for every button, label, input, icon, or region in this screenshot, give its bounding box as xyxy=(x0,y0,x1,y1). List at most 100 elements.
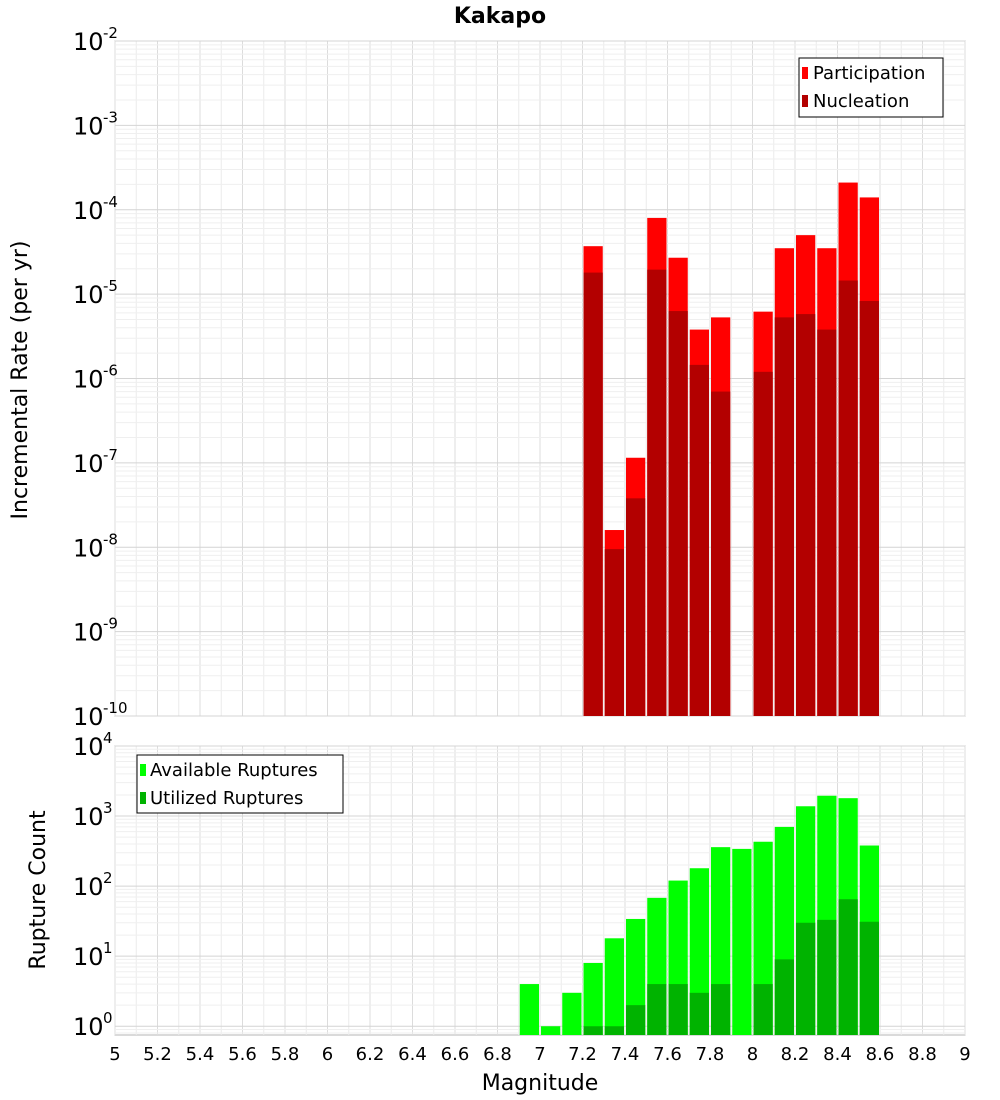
x-tick-label: 6.4 xyxy=(398,1044,427,1065)
count-y-tick-exponent: 1 xyxy=(103,939,113,957)
rate-y-tick-base: 10 xyxy=(73,703,104,731)
x-tick-label: 5 xyxy=(109,1044,120,1065)
chart-title: Kakapo xyxy=(454,4,546,29)
x-tick-label: 7 xyxy=(534,1044,545,1065)
x-tick-label: 7.4 xyxy=(611,1044,640,1065)
count-bar-available-ruptures xyxy=(583,962,603,1035)
rate-legend: Participation Nucleation xyxy=(798,57,944,118)
available-legend-label: Available Ruptures xyxy=(150,760,318,781)
count-bar-utilized-ruptures xyxy=(647,984,667,1035)
x-tick-label: 5.8 xyxy=(271,1044,300,1065)
rate-y-tick-base: 10 xyxy=(73,197,104,225)
count-bar-utilized-ruptures xyxy=(796,922,816,1035)
count-y-tick-exponent: 2 xyxy=(103,869,113,887)
count-y-tick-base: 10 xyxy=(73,943,104,971)
x-tick-label: 6 xyxy=(322,1044,333,1065)
x-tick-label: 8 xyxy=(747,1044,758,1065)
x-tick-label: 6.8 xyxy=(483,1044,512,1065)
count-bar-utilized-ruptures xyxy=(668,984,688,1035)
x-axis-label: Magnitude xyxy=(482,1071,599,1096)
x-tick-label: 5.2 xyxy=(143,1044,172,1065)
count-bar-utilized-ruptures xyxy=(753,984,773,1035)
available-legend-swatch xyxy=(140,764,146,776)
count-bar-available-ruptures xyxy=(562,992,582,1035)
count-bar-available-ruptures xyxy=(519,984,539,1035)
count-y-tick-exponent: 0 xyxy=(103,1009,113,1027)
rate-y-tick-base: 10 xyxy=(73,281,104,309)
x-tick-label: 5.6 xyxy=(228,1044,257,1065)
rate-y-tick-exponent: -8 xyxy=(103,530,118,548)
count-y-tick-exponent: 3 xyxy=(103,799,113,817)
rate-panel: 10-210-310-410-510-610-710-810-910-10 In… xyxy=(8,24,966,731)
rate-y-tick-base: 10 xyxy=(73,619,104,647)
count-y-tick-exponent: 4 xyxy=(103,729,113,747)
rate-bar-nucleation xyxy=(689,364,709,716)
rate-bar-nucleation xyxy=(753,371,773,716)
rate-legend-box xyxy=(798,57,944,118)
nucleation-legend-label: Nucleation xyxy=(813,91,909,112)
utilized-legend-label: Utilized Ruptures xyxy=(150,788,303,809)
rate-bar-nucleation xyxy=(604,549,624,716)
x-tick-label: 8.6 xyxy=(866,1044,895,1065)
rate-y-tick-exponent: -7 xyxy=(103,446,118,464)
rate-gridlines xyxy=(114,40,966,717)
count-bar-available-ruptures xyxy=(732,848,752,1035)
participation-legend-label: Participation xyxy=(813,63,925,84)
rate-bar-nucleation xyxy=(796,314,816,716)
count-bar-utilized-ruptures xyxy=(838,899,858,1035)
count-legend: Available Ruptures Utilized Ruptures xyxy=(136,754,344,814)
count-bar-available-ruptures xyxy=(541,1026,561,1035)
rate-y-tick-exponent: -3 xyxy=(103,108,118,126)
rate-y-tick-base: 10 xyxy=(73,366,104,394)
rate-y-tick-base: 10 xyxy=(73,450,104,478)
count-bar-utilized-ruptures xyxy=(604,1026,624,1035)
participation-legend-swatch xyxy=(802,67,808,79)
x-tick-label: 8.8 xyxy=(908,1044,937,1065)
count-y-tick-base: 10 xyxy=(73,803,104,831)
count-bar-utilized-ruptures xyxy=(774,959,794,1035)
count-bar-utilized-ruptures xyxy=(859,921,879,1035)
rate-bar-nucleation xyxy=(626,498,646,716)
count-bar-utilized-ruptures xyxy=(583,1026,603,1035)
count-y-tick-base: 10 xyxy=(73,873,104,901)
rate-bar-nucleation xyxy=(838,280,858,716)
rate-y-tick-base: 10 xyxy=(73,534,104,562)
x-tick-label: 7.2 xyxy=(568,1044,597,1065)
rate-y-tick-exponent: -9 xyxy=(103,615,118,633)
rate-y-axis-label: Incremental Rate (per yr) xyxy=(8,241,33,520)
rate-bar-nucleation xyxy=(711,391,731,716)
count-y-axis-label: Rupture Count xyxy=(26,810,51,970)
count-bar-utilized-ruptures xyxy=(817,919,837,1035)
rate-bar-nucleation xyxy=(774,317,794,716)
rate-y-tick-exponent: -6 xyxy=(103,362,118,380)
count-legend-box xyxy=(136,754,344,814)
rate-bar-nucleation xyxy=(817,329,837,716)
rate-bar-nucleation xyxy=(647,269,667,716)
rate-bar-nucleation xyxy=(583,272,603,716)
x-tick-label: 6.2 xyxy=(356,1044,385,1065)
x-ticks: 5 5.2 5.4 5.6 5.8 6 6.2 6.4 6.6 6.8 7 7.2 7.4 7.6 7.8 8… xyxy=(109,1044,970,1065)
x-tick-label: 5.4 xyxy=(186,1044,215,1065)
x-tick-label: 7.8 xyxy=(696,1044,725,1065)
rate-y-ticks: 10-210-310-410-510-610-710-810-910-10 xyxy=(73,24,128,731)
nucleation-legend-swatch xyxy=(802,95,808,107)
rate-y-tick-exponent: -5 xyxy=(103,277,118,295)
count-bar-available-ruptures xyxy=(604,938,624,1035)
rate-bar-nucleation xyxy=(859,300,879,716)
rate-bar-nucleation xyxy=(668,311,688,716)
x-tick-label: 8.4 xyxy=(823,1044,852,1065)
count-y-tick-base: 10 xyxy=(73,733,104,761)
rate-y-tick-exponent: -2 xyxy=(103,24,118,42)
rate-y-tick-base: 10 xyxy=(73,112,104,140)
x-tick-label: 6.6 xyxy=(441,1044,470,1065)
count-bar-utilized-ruptures xyxy=(711,984,731,1035)
x-tick-label: 9 xyxy=(959,1044,970,1065)
rate-y-tick-exponent: -10 xyxy=(103,699,128,717)
x-tick-label: 7.6 xyxy=(653,1044,682,1065)
utilized-legend-swatch xyxy=(140,792,146,804)
count-y-tick-base: 10 xyxy=(73,1013,104,1041)
rate-y-tick-base: 10 xyxy=(73,28,104,56)
